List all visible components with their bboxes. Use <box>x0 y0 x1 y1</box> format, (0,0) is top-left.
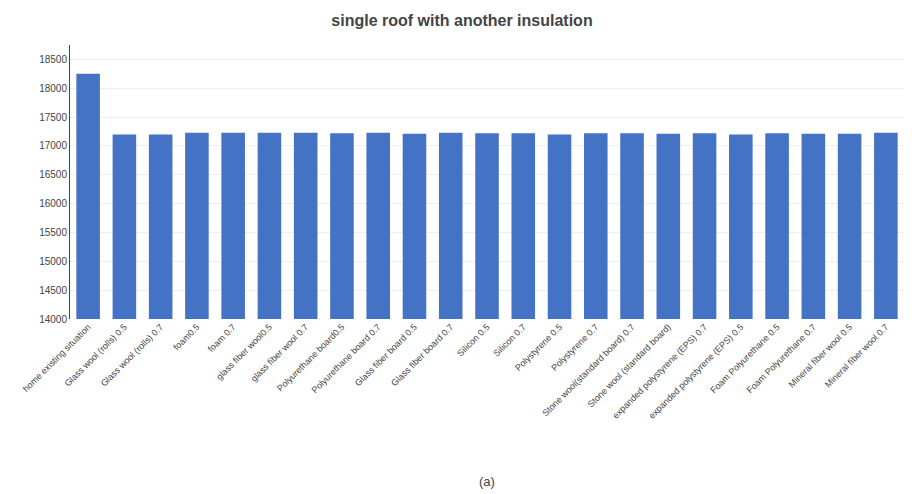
svg-text:15500: 15500 <box>39 227 67 238</box>
svg-text:Glass fiber board 0.5: Glass fiber board 0.5 <box>353 322 419 388</box>
svg-text:Glass wool (rolls) 0.5: Glass wool (rolls) 0.5 <box>62 322 128 388</box>
svg-text:single roof with another insul: single roof with another insulation <box>331 12 592 29</box>
svg-text:(a): (a) <box>479 474 495 489</box>
svg-text:18000: 18000 <box>39 83 67 94</box>
svg-text:Glass wool (rolls) 0.7: Glass wool (rolls) 0.7 <box>99 322 165 388</box>
svg-text:Polyurethane board 0.7: Polyurethane board 0.7 <box>310 322 383 395</box>
svg-text:18500: 18500 <box>39 54 67 65</box>
svg-text:14000: 14000 <box>39 314 67 325</box>
svg-text:17000: 17000 <box>39 140 67 151</box>
svg-text:glass fiber wool0.5: glass fiber wool0.5 <box>214 322 274 382</box>
svg-text:16000: 16000 <box>39 198 67 209</box>
svg-text:home existing situation: home existing situation <box>21 322 93 394</box>
svg-text:Foam Polyurethane 0.5: Foam Polyurethane 0.5 <box>708 322 781 395</box>
svg-text:Polyurethane board0.5: Polyurethane board0.5 <box>275 322 346 393</box>
svg-text:Glass fiber board 0.7: Glass fiber board 0.7 <box>389 322 455 388</box>
svg-text:17500: 17500 <box>39 112 67 123</box>
svg-text:foam0.5: foam0.5 <box>171 322 201 352</box>
svg-text:Stone wool(standard board) 0.7: Stone wool(standard board) 0.7 <box>540 322 636 418</box>
svg-text:Silicon 0.7: Silicon 0.7 <box>491 322 527 358</box>
svg-text:Polystyrene 0.7: Polystyrene 0.7 <box>549 322 600 373</box>
svg-text:Mineral fiber wool 0.7: Mineral fiber wool 0.7 <box>823 322 891 390</box>
svg-text:glass fiber wool 0.7: glass fiber wool 0.7 <box>249 322 311 384</box>
svg-text:Foam Polyurethane 0.7: Foam Polyurethane 0.7 <box>745 322 818 395</box>
svg-text:14500: 14500 <box>39 285 67 296</box>
svg-text:Silicon 0.5: Silicon 0.5 <box>455 322 491 358</box>
svg-text:15000: 15000 <box>39 256 67 267</box>
svg-text:Mineral fiber wool 0.5: Mineral fiber wool 0.5 <box>787 322 855 390</box>
svg-text:Stone wool (standard board): Stone wool (standard board) <box>586 322 673 409</box>
svg-text:foam 0.7: foam 0.7 <box>206 322 238 354</box>
svg-text:16500: 16500 <box>39 169 67 180</box>
svg-text:expanded polystyrene (EPS) 0.7: expanded polystyrene (EPS) 0.7 <box>610 322 709 421</box>
svg-text:expanded polystyrene (EPS) 0.5: expanded polystyrene (EPS) 0.5 <box>647 322 746 421</box>
svg-text:Polystyrene 0.5: Polystyrene 0.5 <box>513 322 564 373</box>
